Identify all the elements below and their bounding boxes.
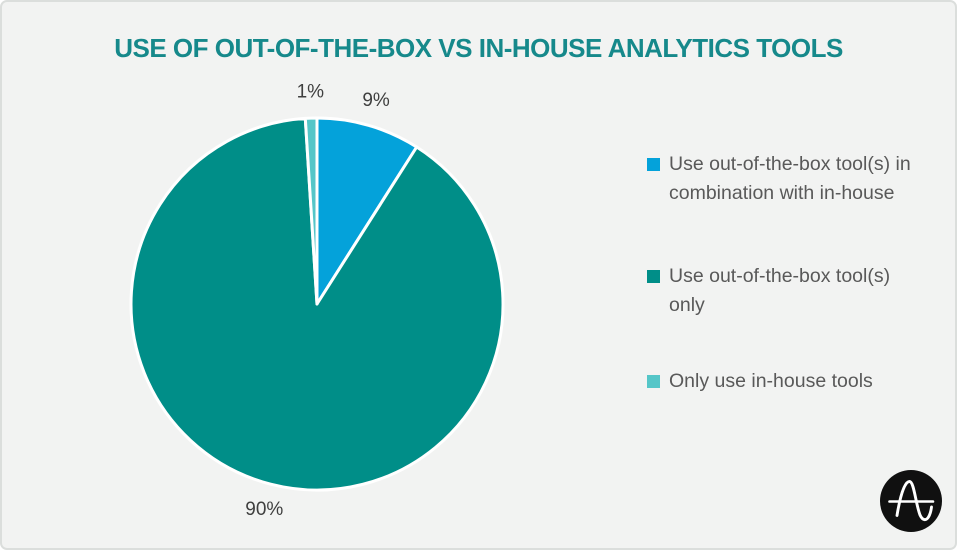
legend-label-ootb-only: Use out-of-the-box tool(s) only <box>669 265 891 316</box>
pie-slice-label-1: 9% <box>362 90 390 111</box>
pie-chart: 9% 90% 1% <box>129 82 505 520</box>
legend-swatch-combination <box>647 158 660 171</box>
legend-item-inhouse-only: Only use in-house tools <box>647 367 924 396</box>
pie-slice-1 <box>315 116 419 306</box>
legend-swatch-inhouse-only <box>647 375 660 388</box>
legend-item-ootb-only: Use out-of-the-box tool(s) only <box>647 262 924 320</box>
amplitude-logo <box>880 470 942 532</box>
legend-swatch-ootb-only <box>647 270 660 283</box>
legend: Use out-of-the-box tool(s) in combinatio… <box>647 2 947 548</box>
amplitude-logo-wave <box>895 480 933 522</box>
chart-title: USE OF OUT-OF-THE-BOX VS IN-HOUSE ANALYT… <box>114 33 843 63</box>
legend-item-combination: Use out-of-the-box tool(s) in combinatio… <box>647 150 924 208</box>
legend-label-combination: Use out-of-the-box tool(s) in combinatio… <box>669 153 911 204</box>
pie-slice-label-2: 90% <box>245 499 283 520</box>
legend-label-inhouse-only: Only use in-house tools <box>669 370 873 392</box>
pie-slice-label-3: 1% <box>297 82 325 103</box>
pie-slice-3 <box>303 116 319 306</box>
